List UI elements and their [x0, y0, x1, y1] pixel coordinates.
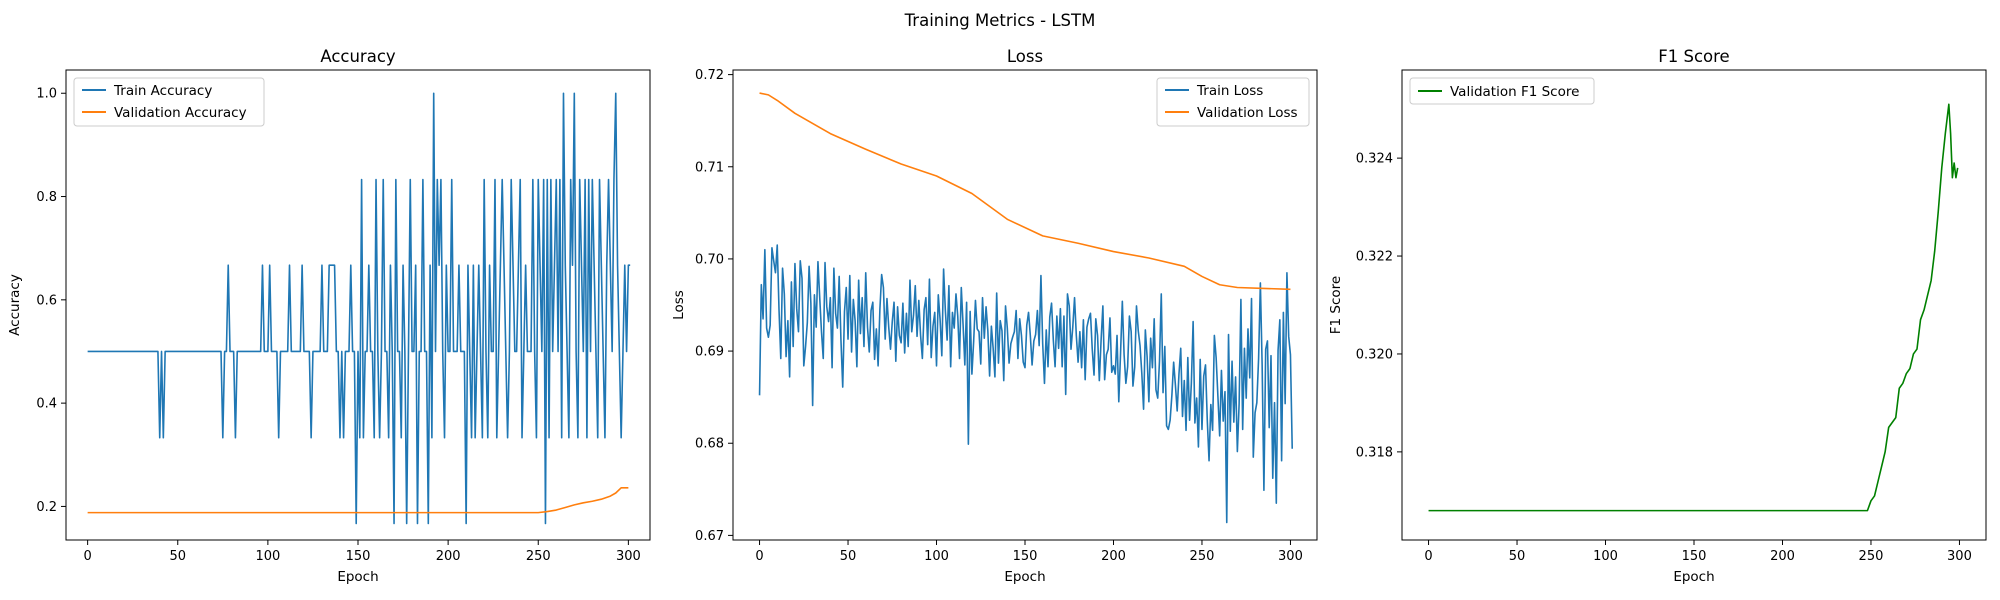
y-tick-label: 1.0: [36, 87, 57, 102]
figure-suptitle: Training Metrics - LSTM: [904, 11, 1096, 30]
x-tick-label: 300: [1278, 549, 1303, 564]
y-tick-label: 0.71: [695, 160, 724, 175]
axes-frame: [1401, 69, 1987, 541]
x-axis-ticks: 0 50 100 150 200 250 300: [1424, 540, 1972, 564]
y-axis-label: Accuracy: [7, 274, 23, 336]
y-tick-label: 0.318: [1356, 445, 1393, 460]
x-tick-label: 50: [840, 549, 857, 564]
x-tick-label: 250: [1190, 549, 1215, 564]
y-tick-label: 0.69: [695, 345, 724, 360]
x-tick-label: 150: [1013, 549, 1038, 564]
y-tick-label: 0.67: [695, 529, 724, 544]
x-tick-label: 0: [1424, 549, 1432, 564]
y-tick-label: 0.324: [1356, 152, 1393, 167]
legend: Validation F1 Score: [1409, 77, 1595, 105]
legend-label-train-accuracy: Train Accuracy: [113, 83, 212, 99]
y-tick-label: 0.322: [1356, 250, 1393, 265]
x-tick-label: 200: [436, 549, 461, 564]
y-tick-label: 0.6: [36, 293, 57, 308]
x-tick-label: 0: [755, 549, 763, 564]
y-axis-ticks: 0.318 0.320 0.322 0.324: [1356, 152, 1402, 460]
y-axis-label: Loss: [671, 290, 687, 320]
plot-area: [87, 92, 631, 525]
legend-label-validation-accuracy: Validation Accuracy: [114, 105, 247, 121]
legend-label-validation-f1-score: Validation F1 Score: [1450, 84, 1579, 100]
panel-title: Loss: [1007, 47, 1043, 66]
y-tick-label: 0.8: [36, 190, 57, 205]
panel-loss: Loss 0 50 100 150 200 250 300 0.67 0.68 0.69 0.70…: [671, 47, 1318, 585]
x-tick-label: 200: [1770, 549, 1795, 564]
y-tick-label: 0.72: [695, 68, 724, 83]
x-axis-ticks: 0 50 100 150 200 250 300: [83, 540, 641, 564]
legend-box: [1156, 77, 1310, 127]
series-line-train-accuracy: [87, 92, 631, 525]
panel-title: Accuracy: [320, 47, 396, 66]
x-tick-label: 50: [169, 549, 186, 564]
legend-box: [1409, 77, 1595, 105]
x-tick-label: 100: [255, 549, 280, 564]
x-axis-label: Epoch: [1004, 569, 1045, 585]
x-tick-label: 100: [1593, 549, 1618, 564]
plot-area: [758, 92, 1294, 524]
series-line-validation-accuracy: [87, 487, 629, 514]
series-line-validation-loss: [759, 92, 1291, 291]
panel-accuracy: Accuracy 0 50 100 150 200 250 300 0.2 0.4 0.6 0.8…: [7, 47, 651, 585]
legend: Train Accuracy Validation Accuracy: [73, 77, 265, 127]
y-axis-ticks: 0.2 0.4 0.6 0.8 1.0: [36, 87, 66, 515]
y-tick-label: 0.4: [36, 397, 57, 412]
x-tick-label: 50: [1509, 549, 1526, 564]
x-axis-label: Epoch: [337, 569, 378, 585]
y-axis-ticks: 0.67 0.68 0.69 0.70 0.71 0.72: [695, 68, 733, 544]
y-axis-label: F1 Score: [1328, 276, 1344, 334]
x-axis-ticks: 0 50 100 150 200 250 300: [755, 540, 1303, 564]
y-tick-label: 0.2: [36, 500, 57, 515]
x-tick-label: 150: [1682, 549, 1707, 564]
x-axis-label: Epoch: [1673, 569, 1714, 585]
legend-box: [73, 77, 265, 127]
y-tick-label: 0.320: [1356, 347, 1393, 362]
series-line-validation-f1-score: [1428, 103, 1959, 512]
x-tick-label: 100: [924, 549, 949, 564]
series-line-train-loss: [758, 244, 1294, 524]
x-tick-label: 250: [526, 549, 551, 564]
panel-title: F1 Score: [1658, 47, 1729, 66]
x-tick-label: 250: [1859, 549, 1884, 564]
x-tick-label: 300: [1947, 549, 1972, 564]
legend-label-validation-loss: Validation Loss: [1197, 105, 1298, 121]
legend-label-train-loss: Train Loss: [1196, 83, 1263, 99]
plot-area: [1428, 103, 1959, 512]
y-tick-label: 0.70: [695, 252, 724, 267]
panel-f1-score: F1 Score 0 50 100 150 200 250 300 0.3180.3200.…: [1328, 47, 1987, 585]
x-tick-label: 150: [346, 549, 371, 564]
legend: Train Loss Validation Loss: [1156, 77, 1310, 127]
x-tick-label: 200: [1101, 549, 1126, 564]
y-tick-label: 0.68: [695, 437, 724, 452]
x-tick-label: 300: [616, 549, 641, 564]
x-tick-label: 0: [83, 549, 91, 564]
